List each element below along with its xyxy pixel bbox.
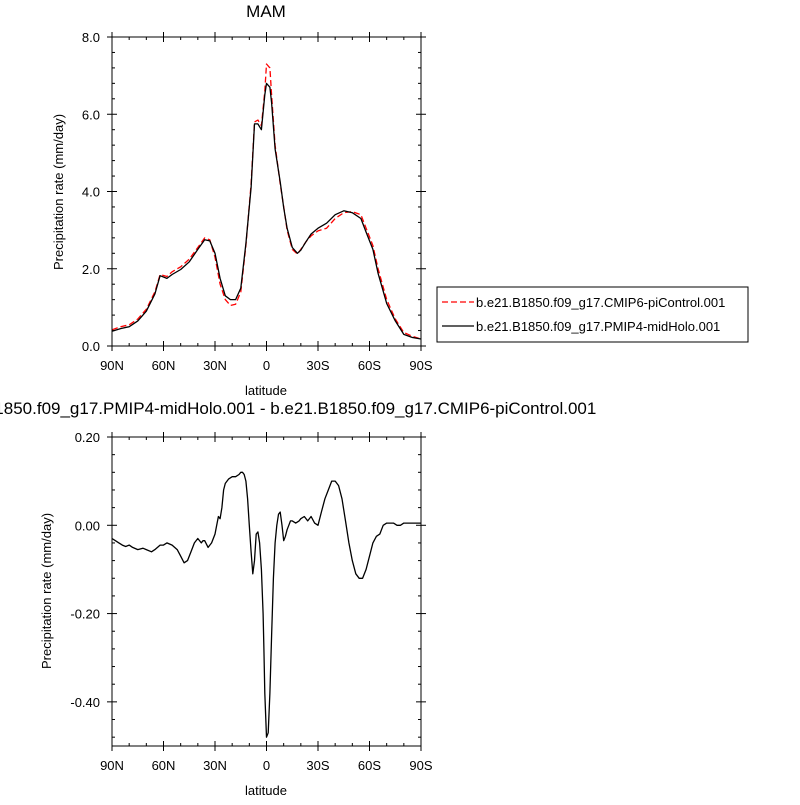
bottom-x-tick-label: 30S [306, 758, 329, 773]
top-series-line-0 [111, 63, 422, 340]
top-x-tick-label: 60N [152, 358, 176, 373]
bottom-x-tick-label: 60N [152, 758, 176, 773]
bottom-x-tick-label: 90S [409, 758, 432, 773]
legend-box [436, 286, 749, 343]
top-tick-labels: 90N 60N 30N 0 30S 60S 90S 0.0 2.0 4.0 6.0 8.0 [82, 30, 433, 373]
top-y-tick-label: 4.0 [82, 185, 100, 200]
top-series-lines [111, 63, 422, 340]
bottom-tick-labels: 90N 60N 30N 0 30S 60S 90S 0.20 0.00 -0.20 -0.40 [70, 430, 433, 773]
top-x-axis-label: latitude [245, 383, 287, 398]
bottom-axis-ticks [107, 432, 426, 751]
bottom-x-axis-label: latitude [245, 783, 287, 798]
top-x-tick-label: 30S [306, 358, 329, 373]
bottom-series-lines [111, 471, 421, 738]
top-x-tick-label: 90S [409, 358, 432, 373]
bottom-x-tick-label: 30N [203, 758, 227, 773]
top-x-tick-label: 0 [263, 358, 270, 373]
legend-label-picontrol: b.e21.B1850.f09_g17.CMIP6-piControl.001 [476, 295, 725, 310]
bottom-series-line-0 [111, 471, 421, 738]
top-y-tick-label: 2.0 [82, 262, 100, 277]
bottom-panel-title: b.e21.B1850.f09_g17.PMIP4-midHolo.001 - … [0, 399, 596, 418]
bottom-y-tick-label: -0.20 [70, 607, 100, 622]
top-x-tick-label: 60S [358, 358, 381, 373]
top-y-axis-label: Precipitation rate (mm/day) [51, 114, 66, 270]
bottom-x-tick-label: 60S [358, 758, 381, 773]
top-x-tick-label: 30N [203, 358, 227, 373]
top-y-tick-label: 0.0 [82, 339, 100, 354]
top-plot-frame [111, 36, 422, 347]
top-x-tick-label: 90N [100, 358, 124, 373]
legend: b.e21.B1850.f09_g17.CMIP6-piControl.001 … [436, 286, 749, 343]
bottom-y-axis-label: Precipitation rate (mm/day) [39, 513, 54, 669]
top-y-tick-label: 6.0 [82, 107, 100, 122]
bottom-plot-frame [111, 436, 422, 747]
legend-label-midholo: b.e21.B1850.f09_g17.PMIP4-midHolo.001 [476, 319, 720, 334]
bottom-x-tick-label: 0 [263, 758, 270, 773]
top-panel-title: MAM [246, 2, 286, 21]
top-y-tick-label: 8.0 [82, 30, 100, 45]
bottom-y-tick-label: 0.00 [75, 518, 100, 533]
bottom-y-tick-label: 0.20 [75, 430, 100, 445]
bottom-y-tick-label: -0.40 [70, 695, 100, 710]
bottom-x-tick-label: 90N [100, 758, 124, 773]
top-series-line-1 [111, 82, 422, 340]
bottom-panel: b.e21.B1850.f09_g17.PMIP4-midHolo.001 - … [0, 399, 596, 798]
top-axis-ticks [107, 32, 426, 351]
top-panel: MAM Precipitation rate (mm/day) latitude… [51, 2, 433, 398]
